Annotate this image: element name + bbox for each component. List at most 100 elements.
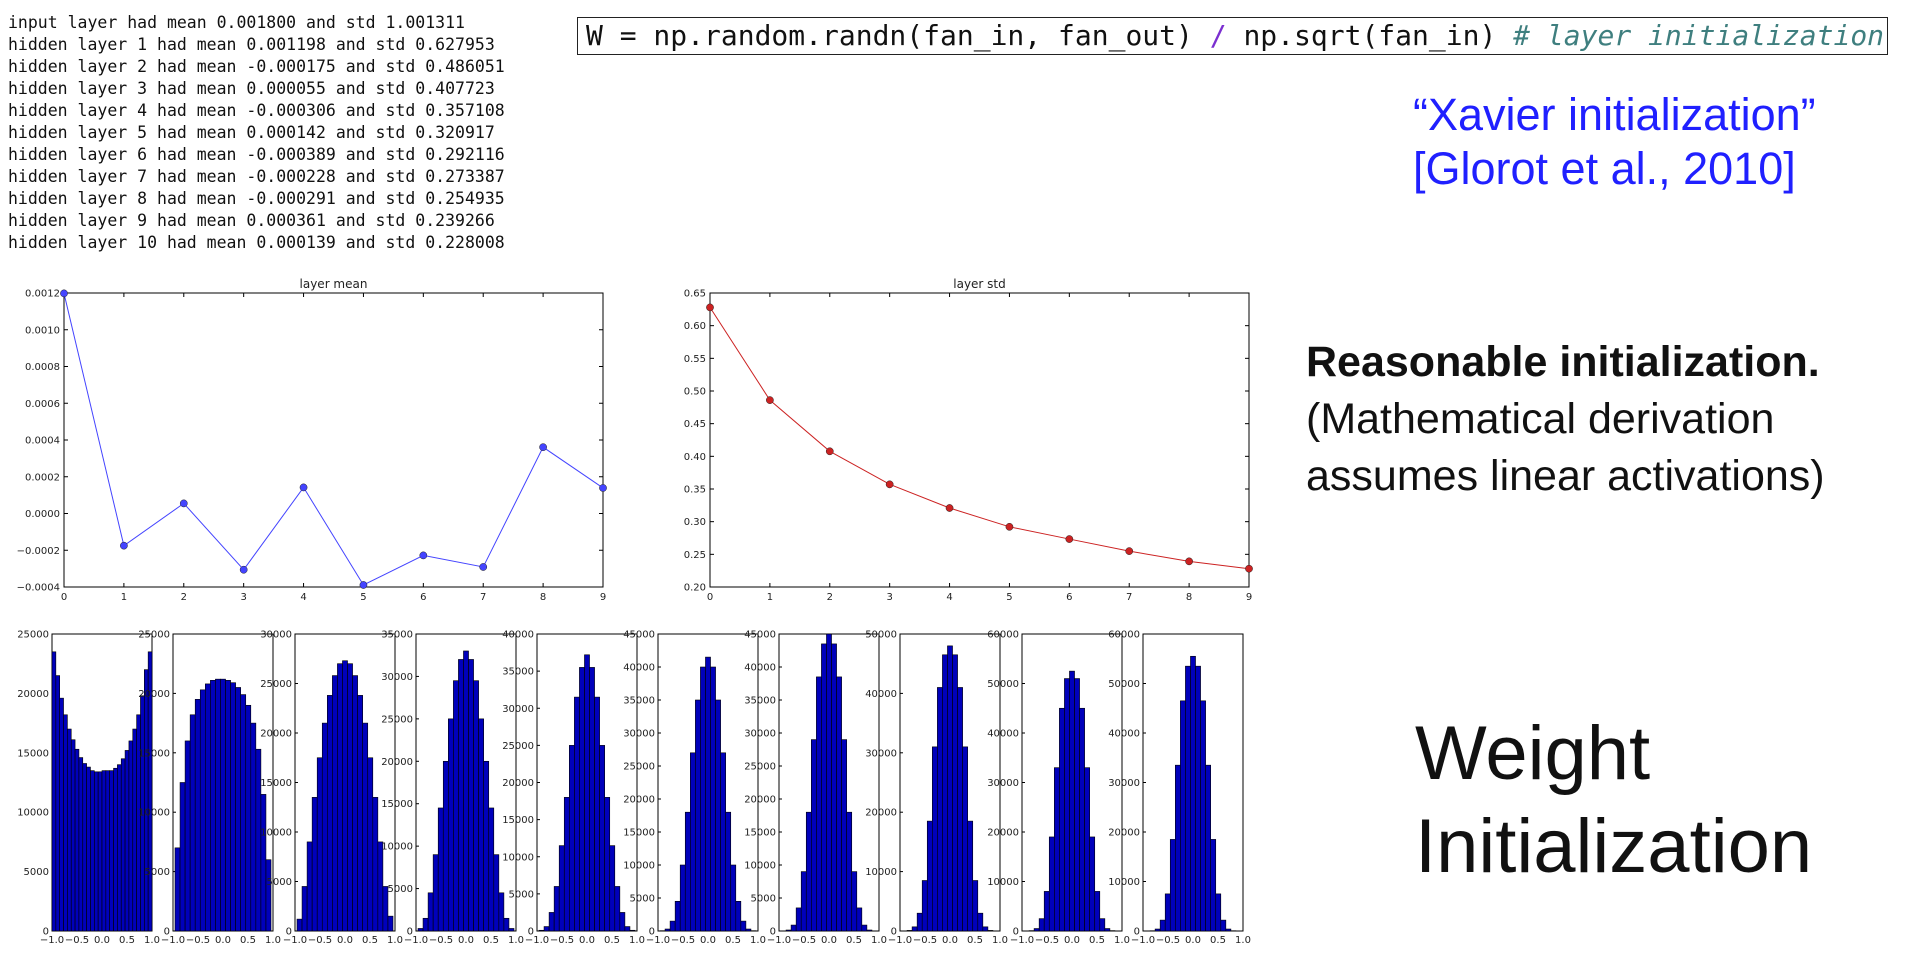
x-tick-label: 0.0 [821,935,837,946]
reasonable-line-2: (Mathematical derivation [1306,395,1775,443]
histogram-bar [1099,918,1106,932]
x-tick-label: −1.0 [525,935,549,946]
histogram-bar [805,811,812,932]
histogram-bar [942,654,948,932]
histogram-bar [1200,700,1206,932]
y-tick-label: 10000 [1108,877,1140,888]
series-line [709,307,1250,570]
histogram-bar [210,680,216,932]
x-tick-label: 0 [61,592,67,603]
y-tick-label: 50000 [1108,679,1140,690]
histogram-bar [147,651,153,932]
y-tick-label: 20000 [1108,828,1140,839]
histogram-bar [488,807,495,932]
y-tick-label: 40000 [1108,729,1140,740]
y-tick-label: 20000 [623,795,655,806]
data-point [1125,547,1134,555]
log-line: hidden layer 8 had mean -0.000291 and st… [8,189,505,208]
x-tick-label: 8 [1186,592,1192,603]
y-tick-label: 0.0004 [25,436,60,447]
histogram-bar [932,746,938,932]
x-tick-label: 7 [480,592,486,603]
histogram-bar [117,764,122,932]
y-tick-label: 20000 [381,757,413,768]
y-tick-label: 20000 [987,828,1019,839]
y-tick-label: 10000 [17,808,49,819]
x-tick-label: 0.5 [1089,935,1105,946]
histogram-bar [826,633,832,932]
x-tick-label: 4 [300,592,306,603]
histogram-bar [120,758,126,932]
histogram-bar [321,722,328,932]
y-tick-label: 5000 [267,877,292,888]
x-tick-label: 0.5 [119,935,135,946]
x-tick-label: 0.0 [700,935,716,946]
x-tick-label: 1.0 [992,935,1008,946]
histogram-bar [1195,665,1201,932]
y-tick-label: 40000 [744,663,776,674]
histogram-bar [1169,839,1176,932]
chart-title: layer std [953,277,1006,291]
histogram-bar [911,926,918,932]
y-tick-label: 15000 [17,748,49,759]
histogram-bar [82,763,87,932]
histogram-bar [841,739,847,932]
y-tick-label: 10000 [260,828,292,839]
code-prefix: W = np.random.randn(fan_in, fan_out) [586,19,1210,52]
histogram-bar [473,680,479,932]
data-point [120,541,128,550]
histogram-bar [967,820,974,932]
histogram-bar [700,666,706,932]
x-tick-label: −0.5 [308,935,332,946]
x-tick-label: 2 [827,592,833,603]
y-tick-label: 0.0006 [25,399,60,410]
x-tick-label: 9 [600,592,606,603]
x-tick-label: 0.5 [604,935,620,946]
histogram-bar [861,924,868,932]
x-tick-label: 0.0 [579,935,595,946]
x-tick-label: 1 [767,592,773,603]
reasonable-line-3: assumes linear activations) [1306,452,1825,500]
histogram-bar [543,926,550,932]
x-tick-label: 0.5 [1210,935,1226,946]
y-tick-label: 0.45 [684,419,706,430]
histogram-bar [972,880,979,932]
histogram-bar [437,807,444,932]
y-tick-label: 35000 [744,696,776,707]
histogram-bar [952,654,958,932]
x-tick-label: −0.5 [186,935,210,946]
histogram-bar [387,915,394,932]
histogram-bar [78,757,84,932]
histogram-bar [422,917,429,932]
histogram-bar [347,663,353,932]
y-tick-label: 10000 [138,808,170,819]
histogram-bar [1185,665,1191,932]
log-line: hidden layer 1 had mean 0.001198 and std… [8,35,495,54]
x-tick-label: −0.5 [550,935,574,946]
histogram-bar [629,929,636,932]
y-tick-label: 5000 [751,894,776,905]
x-tick-label: 1.0 [508,935,524,946]
y-tick-label: 15000 [138,748,170,759]
y-tick-label: 30000 [623,729,655,740]
histogram-bar [1205,764,1211,932]
histogram-bar [947,645,953,932]
x-tick-label: 0.5 [846,935,862,946]
y-tick-label: −0.0004 [17,583,60,594]
histogram-bar [250,722,257,932]
y-tick-label: 20000 [502,778,534,789]
histogram-bar [132,728,137,932]
y-tick-label: 25000 [17,630,49,641]
y-tick-label: 15000 [381,799,413,810]
x-tick-label: 1.0 [265,935,281,946]
data-point [885,480,894,489]
y-tick-label: 40000 [502,630,534,641]
histogram-bar [705,656,711,932]
histogram-bar [265,859,272,932]
data-point [239,565,248,574]
histogram-bar [306,841,313,932]
x-tick-label: 0.0 [458,935,474,946]
histogram-bar [448,718,454,932]
code-slash: / [1209,19,1227,52]
histogram-bar [609,845,616,932]
